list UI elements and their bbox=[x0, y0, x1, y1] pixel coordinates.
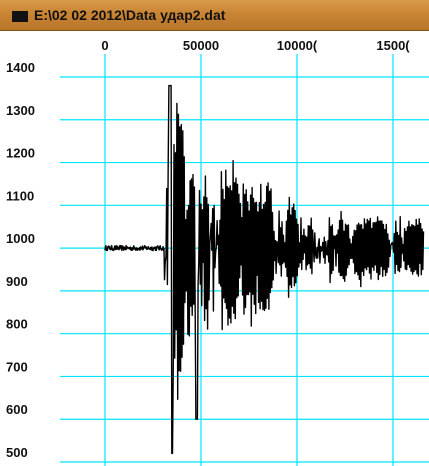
line-chart: 1400 1300 1200 1100 1000 900 800 700 600 500 0 5000… bbox=[6, 38, 429, 466]
x-tick-label: 1500( bbox=[376, 38, 410, 53]
y-tick-label: 1300 bbox=[6, 103, 35, 118]
y-tick-label: 500 bbox=[6, 445, 28, 460]
y-tick-label: 1400 bbox=[6, 60, 35, 75]
y-tick-label: 800 bbox=[6, 317, 28, 332]
window-title: E:\02 02 2012\Data удар2.dat bbox=[34, 7, 226, 23]
y-tick-label: 1000 bbox=[6, 231, 35, 246]
x-tick-label: 50000 bbox=[183, 38, 219, 53]
window-icon bbox=[12, 11, 28, 22]
y-tick-label: 1100 bbox=[6, 188, 34, 203]
y-tick-label: 900 bbox=[6, 274, 28, 289]
y-tick-label: 700 bbox=[6, 359, 28, 374]
plot-area: 1400 1300 1200 1100 1000 900 800 700 600 500 0 5000… bbox=[0, 31, 429, 466]
x-tick-label: 0 bbox=[101, 38, 108, 53]
y-tick-label: 1200 bbox=[6, 146, 35, 161]
signal-series-line bbox=[104, 84, 425, 455]
window-title-bar[interactable]: E:\02 02 2012\Data удар2.dat bbox=[0, 0, 429, 31]
x-tick-label: 10000( bbox=[277, 38, 318, 53]
y-tick-label: 600 bbox=[6, 402, 28, 417]
